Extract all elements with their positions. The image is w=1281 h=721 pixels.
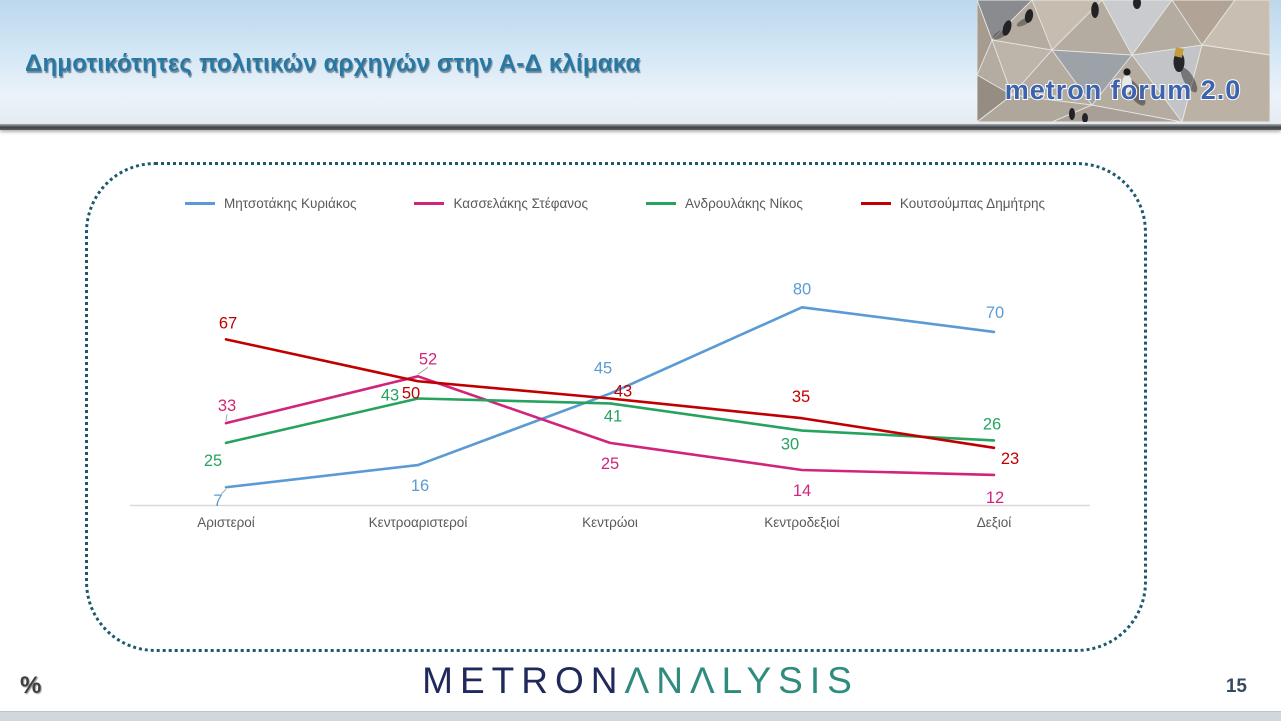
data-label: 70 bbox=[986, 304, 1004, 322]
legend-label: Ανδρουλάκης Νίκος bbox=[685, 196, 803, 211]
brand-metron-text: METRON bbox=[422, 660, 625, 701]
plaza-triangles bbox=[977, 0, 1270, 122]
data-label-leader-line bbox=[417, 366, 429, 375]
header-divider-bar bbox=[0, 124, 1281, 130]
pedestrian-silhouettes bbox=[993, 0, 1198, 122]
x-axis-category-label: Κεντροδεξιοί bbox=[764, 515, 839, 530]
x-axis-category-label: Κεντρώοι bbox=[582, 515, 638, 530]
chart-frame bbox=[85, 162, 1147, 652]
data-label: 50 bbox=[402, 384, 420, 402]
chart-legend: Μητσοτάκης Κυριάκος Κασσελάκης Στέφανος Αν… bbox=[120, 196, 1110, 211]
data-label: 26 bbox=[983, 415, 1001, 433]
legend-label: Μητσοτάκης Κυριάκος bbox=[223, 196, 357, 211]
bottom-edge-strip bbox=[0, 711, 1281, 721]
legend-item-3: Κουτσούμπας Δημήτρης bbox=[860, 196, 1046, 211]
legend-line-swatch bbox=[646, 202, 677, 205]
unit-label: % bbox=[20, 672, 42, 699]
series-line-1 bbox=[224, 375, 996, 477]
x-axis-category-label: Δεξιοί bbox=[977, 515, 1012, 530]
data-label: 30 bbox=[781, 436, 799, 454]
data-label: 25 bbox=[204, 452, 222, 470]
data-label: 67 bbox=[219, 314, 237, 332]
data-label: 23 bbox=[1001, 450, 1019, 468]
metron-forum-logo: metron forum 2.0 bbox=[977, 0, 1270, 122]
legend-line-swatch bbox=[414, 202, 445, 205]
metron-analysis-logo: METRONΛNΛLYSIS bbox=[422, 660, 859, 702]
legend-line-swatch bbox=[184, 202, 215, 205]
data-label: 41 bbox=[604, 407, 622, 425]
series-line-2 bbox=[224, 397, 996, 445]
line-chart: Αριστεροί Κεντροαριστεροί Κεντρώοι Κεντροδε… bbox=[130, 280, 1090, 530]
slide-header: Δημοτικότητες πολιτικών αρχηγών στην Α-Δ… bbox=[0, 0, 1281, 124]
metron-forum-logo-text: metron forum 2.0 bbox=[1005, 75, 1242, 105]
data-label: 7 bbox=[213, 492, 222, 510]
page-title: Δημοτικότητες πολιτικών αρχηγών στην Α-Δ… bbox=[25, 50, 641, 77]
legend-item-1: Κασσελάκης Στέφανος bbox=[414, 196, 588, 211]
series-line-3 bbox=[224, 338, 996, 450]
legend-label: Κουτσούμπας Δημήτρης bbox=[899, 196, 1046, 211]
x-axis-category-label: Αριστεροί bbox=[197, 515, 255, 530]
data-label: 43 bbox=[381, 387, 399, 405]
data-label: 16 bbox=[411, 477, 429, 495]
data-label: 12 bbox=[986, 489, 1004, 507]
data-label: 80 bbox=[793, 280, 811, 298]
legend-line-swatch bbox=[860, 202, 891, 205]
x-axis-category-label: Κεντροαριστεροί bbox=[369, 515, 468, 530]
data-label: 14 bbox=[793, 482, 811, 500]
page-number: 15 bbox=[1225, 676, 1247, 697]
brand-analysis-text: ΛNΛLYSIS bbox=[624, 660, 859, 701]
legend-label: Κασσελάκης Στέφανος bbox=[453, 196, 589, 211]
data-label-leader-line bbox=[220, 488, 227, 495]
data-label: 35 bbox=[792, 388, 810, 406]
legend-item-2: Ανδρουλάκης Νίκος bbox=[646, 196, 803, 211]
data-label: 43 bbox=[614, 383, 632, 401]
data-label: 25 bbox=[601, 455, 619, 473]
data-label: 45 bbox=[594, 360, 612, 378]
series-line-0 bbox=[224, 305, 996, 489]
data-label: 33 bbox=[218, 397, 236, 415]
data-label-leader-line bbox=[225, 414, 228, 422]
legend-item-0: Μητσοτάκης Κυριάκος bbox=[184, 196, 357, 211]
data-label: 52 bbox=[419, 350, 437, 368]
